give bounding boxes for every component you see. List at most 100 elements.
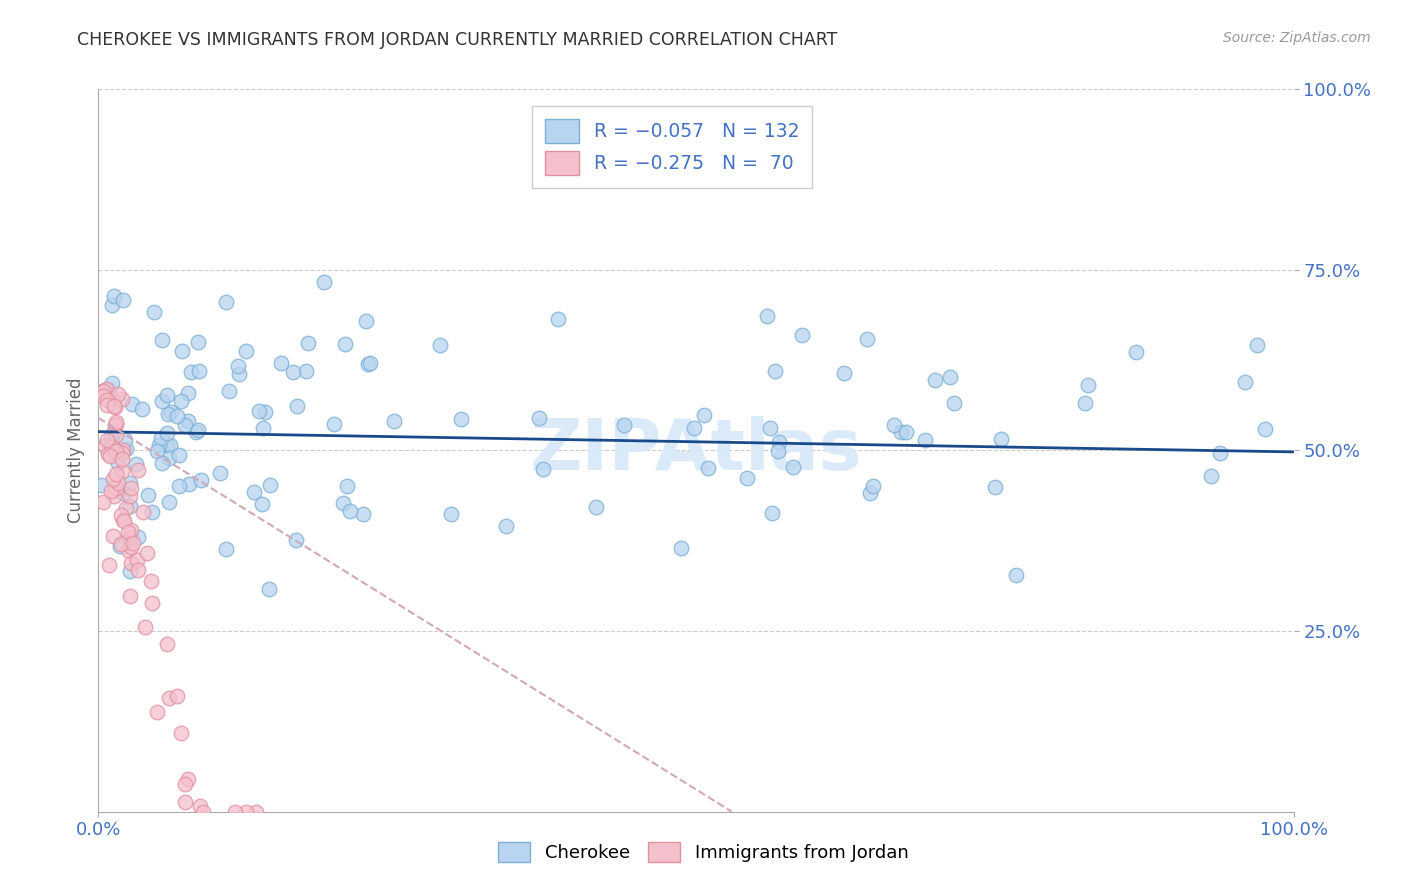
Point — [98, 449, 121, 463]
Point — [359, 356, 381, 370]
Point — [111, 452, 134, 467]
Point — [118, 475, 141, 490]
Point — [1125, 344, 1147, 359]
Point — [157, 407, 180, 421]
Point — [356, 313, 378, 327]
Point — [683, 421, 706, 435]
Point — [100, 440, 122, 454]
Point — [96, 393, 118, 408]
Point — [111, 442, 134, 457]
Point — [226, 359, 249, 373]
Point — [235, 343, 257, 358]
Point — [94, 382, 117, 396]
Point — [159, 405, 181, 419]
Point — [118, 531, 141, 545]
Point — [1254, 422, 1277, 436]
Point — [104, 467, 127, 481]
Point — [98, 386, 121, 401]
Point — [173, 418, 195, 433]
Point — [1074, 396, 1097, 410]
Text: ZIPAtlas: ZIPAtlas — [530, 416, 862, 485]
Point — [170, 725, 193, 739]
Point — [143, 305, 166, 319]
Point — [110, 508, 132, 522]
Point — [111, 464, 134, 478]
Point — [495, 518, 517, 533]
Point — [737, 471, 759, 485]
Point — [215, 542, 238, 557]
Point — [166, 409, 188, 423]
Point — [243, 485, 266, 500]
Point — [111, 486, 134, 500]
Point — [118, 590, 141, 604]
Point — [440, 507, 463, 521]
Text: CHEROKEE VS IMMIGRANTS FROM JORDAN CURRENTLY MARRIED CORRELATION CHART: CHEROKEE VS IMMIGRANTS FROM JORDAN CURRE… — [77, 31, 838, 49]
Point — [120, 481, 142, 495]
Point — [208, 466, 231, 480]
Point — [285, 399, 308, 413]
Point — [97, 447, 120, 461]
Point — [188, 799, 211, 814]
Point — [134, 620, 156, 634]
Point — [335, 336, 357, 351]
Point — [136, 487, 159, 501]
Point — [1209, 445, 1232, 459]
Point — [96, 433, 118, 447]
Point — [127, 553, 149, 567]
Point — [179, 477, 201, 491]
Point — [297, 335, 319, 350]
Point — [156, 426, 179, 441]
Point — [834, 367, 856, 381]
Point — [257, 582, 280, 596]
Point — [357, 357, 380, 371]
Text: Source: ZipAtlas.com: Source: ZipAtlas.com — [1223, 31, 1371, 45]
Point — [990, 433, 1012, 447]
Point — [146, 444, 169, 458]
Point — [790, 328, 813, 343]
Point — [150, 333, 173, 347]
Point — [120, 556, 142, 570]
Point — [224, 805, 246, 819]
Point — [1199, 469, 1222, 483]
Point — [613, 417, 636, 432]
Point — [761, 506, 783, 520]
Point — [176, 414, 198, 428]
Point — [100, 483, 122, 498]
Point — [180, 365, 202, 379]
Point — [104, 417, 127, 431]
Point — [132, 505, 155, 519]
Point — [896, 425, 918, 439]
Point — [254, 405, 277, 419]
Point — [121, 397, 143, 411]
Point — [107, 386, 129, 401]
Point — [156, 637, 179, 651]
Point — [141, 596, 163, 610]
Point — [252, 421, 274, 435]
Point — [157, 690, 180, 705]
Point — [155, 388, 177, 402]
Legend: Cherokee, Immigrants from Jordan: Cherokee, Immigrants from Jordan — [491, 834, 915, 870]
Point — [112, 293, 135, 307]
Point — [159, 438, 181, 452]
Point — [250, 497, 273, 511]
Point — [245, 805, 267, 819]
Point — [167, 479, 190, 493]
Point — [187, 335, 209, 350]
Point — [107, 456, 129, 470]
Point — [118, 499, 141, 513]
Point — [859, 486, 882, 500]
Legend: R = −0.057   N = 132, R = −0.275   N =  70: R = −0.057 N = 132, R = −0.275 N = 70 — [531, 106, 813, 187]
Y-axis label: Currently Married: Currently Married — [66, 377, 84, 524]
Point — [103, 529, 125, 543]
Point — [671, 541, 693, 555]
Point — [117, 543, 139, 558]
Point — [103, 445, 125, 459]
Point — [148, 438, 170, 452]
Point — [120, 523, 142, 537]
Point — [527, 410, 550, 425]
Point — [914, 433, 936, 447]
Point — [105, 481, 128, 495]
Point — [382, 414, 405, 428]
Point — [270, 356, 292, 370]
Point — [97, 558, 120, 573]
